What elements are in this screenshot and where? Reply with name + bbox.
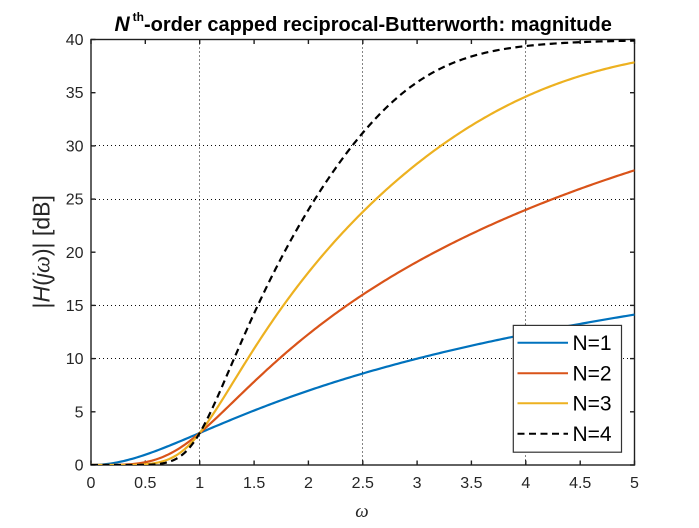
svg-text:5: 5	[75, 404, 84, 421]
svg-text:1.5: 1.5	[243, 475, 265, 492]
svg-text:10: 10	[66, 351, 84, 368]
svg-text:4.5: 4.5	[569, 475, 591, 492]
svg-text:ω: ω	[355, 501, 368, 522]
svg-text:0: 0	[87, 475, 96, 492]
svg-text:3.5: 3.5	[460, 475, 482, 492]
svg-text:N=2: N=2	[573, 363, 612, 386]
svg-text:40: 40	[66, 32, 84, 49]
svg-text:Nth-order capped reciprocal-Bu: Nth-order capped reciprocal-Butterworth:…	[115, 10, 612, 36]
svg-text:0.5: 0.5	[134, 475, 156, 492]
svg-text:2: 2	[304, 475, 313, 492]
svg-text:1: 1	[195, 475, 204, 492]
svg-text:3: 3	[413, 475, 422, 492]
svg-text:4: 4	[521, 475, 530, 492]
svg-text:35: 35	[66, 85, 84, 102]
svg-text:N=1: N=1	[573, 332, 612, 355]
svg-text:0: 0	[75, 458, 84, 475]
svg-text:N=3: N=3	[573, 393, 612, 416]
svg-text:15: 15	[66, 298, 84, 315]
svg-text:2.5: 2.5	[352, 475, 374, 492]
svg-text:N=4: N=4	[573, 423, 612, 446]
svg-text:20: 20	[66, 245, 84, 262]
svg-text:|H(jω)| [dB]: |H(jω)| [dB]	[29, 195, 55, 308]
svg-text:25: 25	[66, 192, 84, 209]
svg-text:30: 30	[66, 138, 84, 155]
svg-text:5: 5	[630, 475, 639, 492]
